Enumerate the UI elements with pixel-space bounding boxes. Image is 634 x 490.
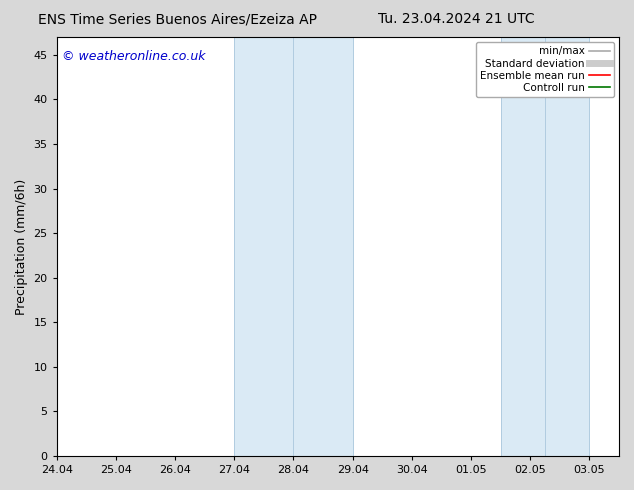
Text: © weatheronline.co.uk: © weatheronline.co.uk <box>62 49 206 63</box>
Bar <box>235 37 294 456</box>
Bar <box>545 37 590 456</box>
Bar <box>501 37 545 456</box>
Text: Tu. 23.04.2024 21 UTC: Tu. 23.04.2024 21 UTC <box>378 12 535 26</box>
Bar <box>294 37 353 456</box>
Text: ENS Time Series Buenos Aires/Ezeiza AP: ENS Time Series Buenos Aires/Ezeiza AP <box>38 12 317 26</box>
Legend: min/max, Standard deviation, Ensemble mean run, Controll run: min/max, Standard deviation, Ensemble me… <box>476 42 614 97</box>
Y-axis label: Precipitation (mm/6h): Precipitation (mm/6h) <box>15 178 28 315</box>
